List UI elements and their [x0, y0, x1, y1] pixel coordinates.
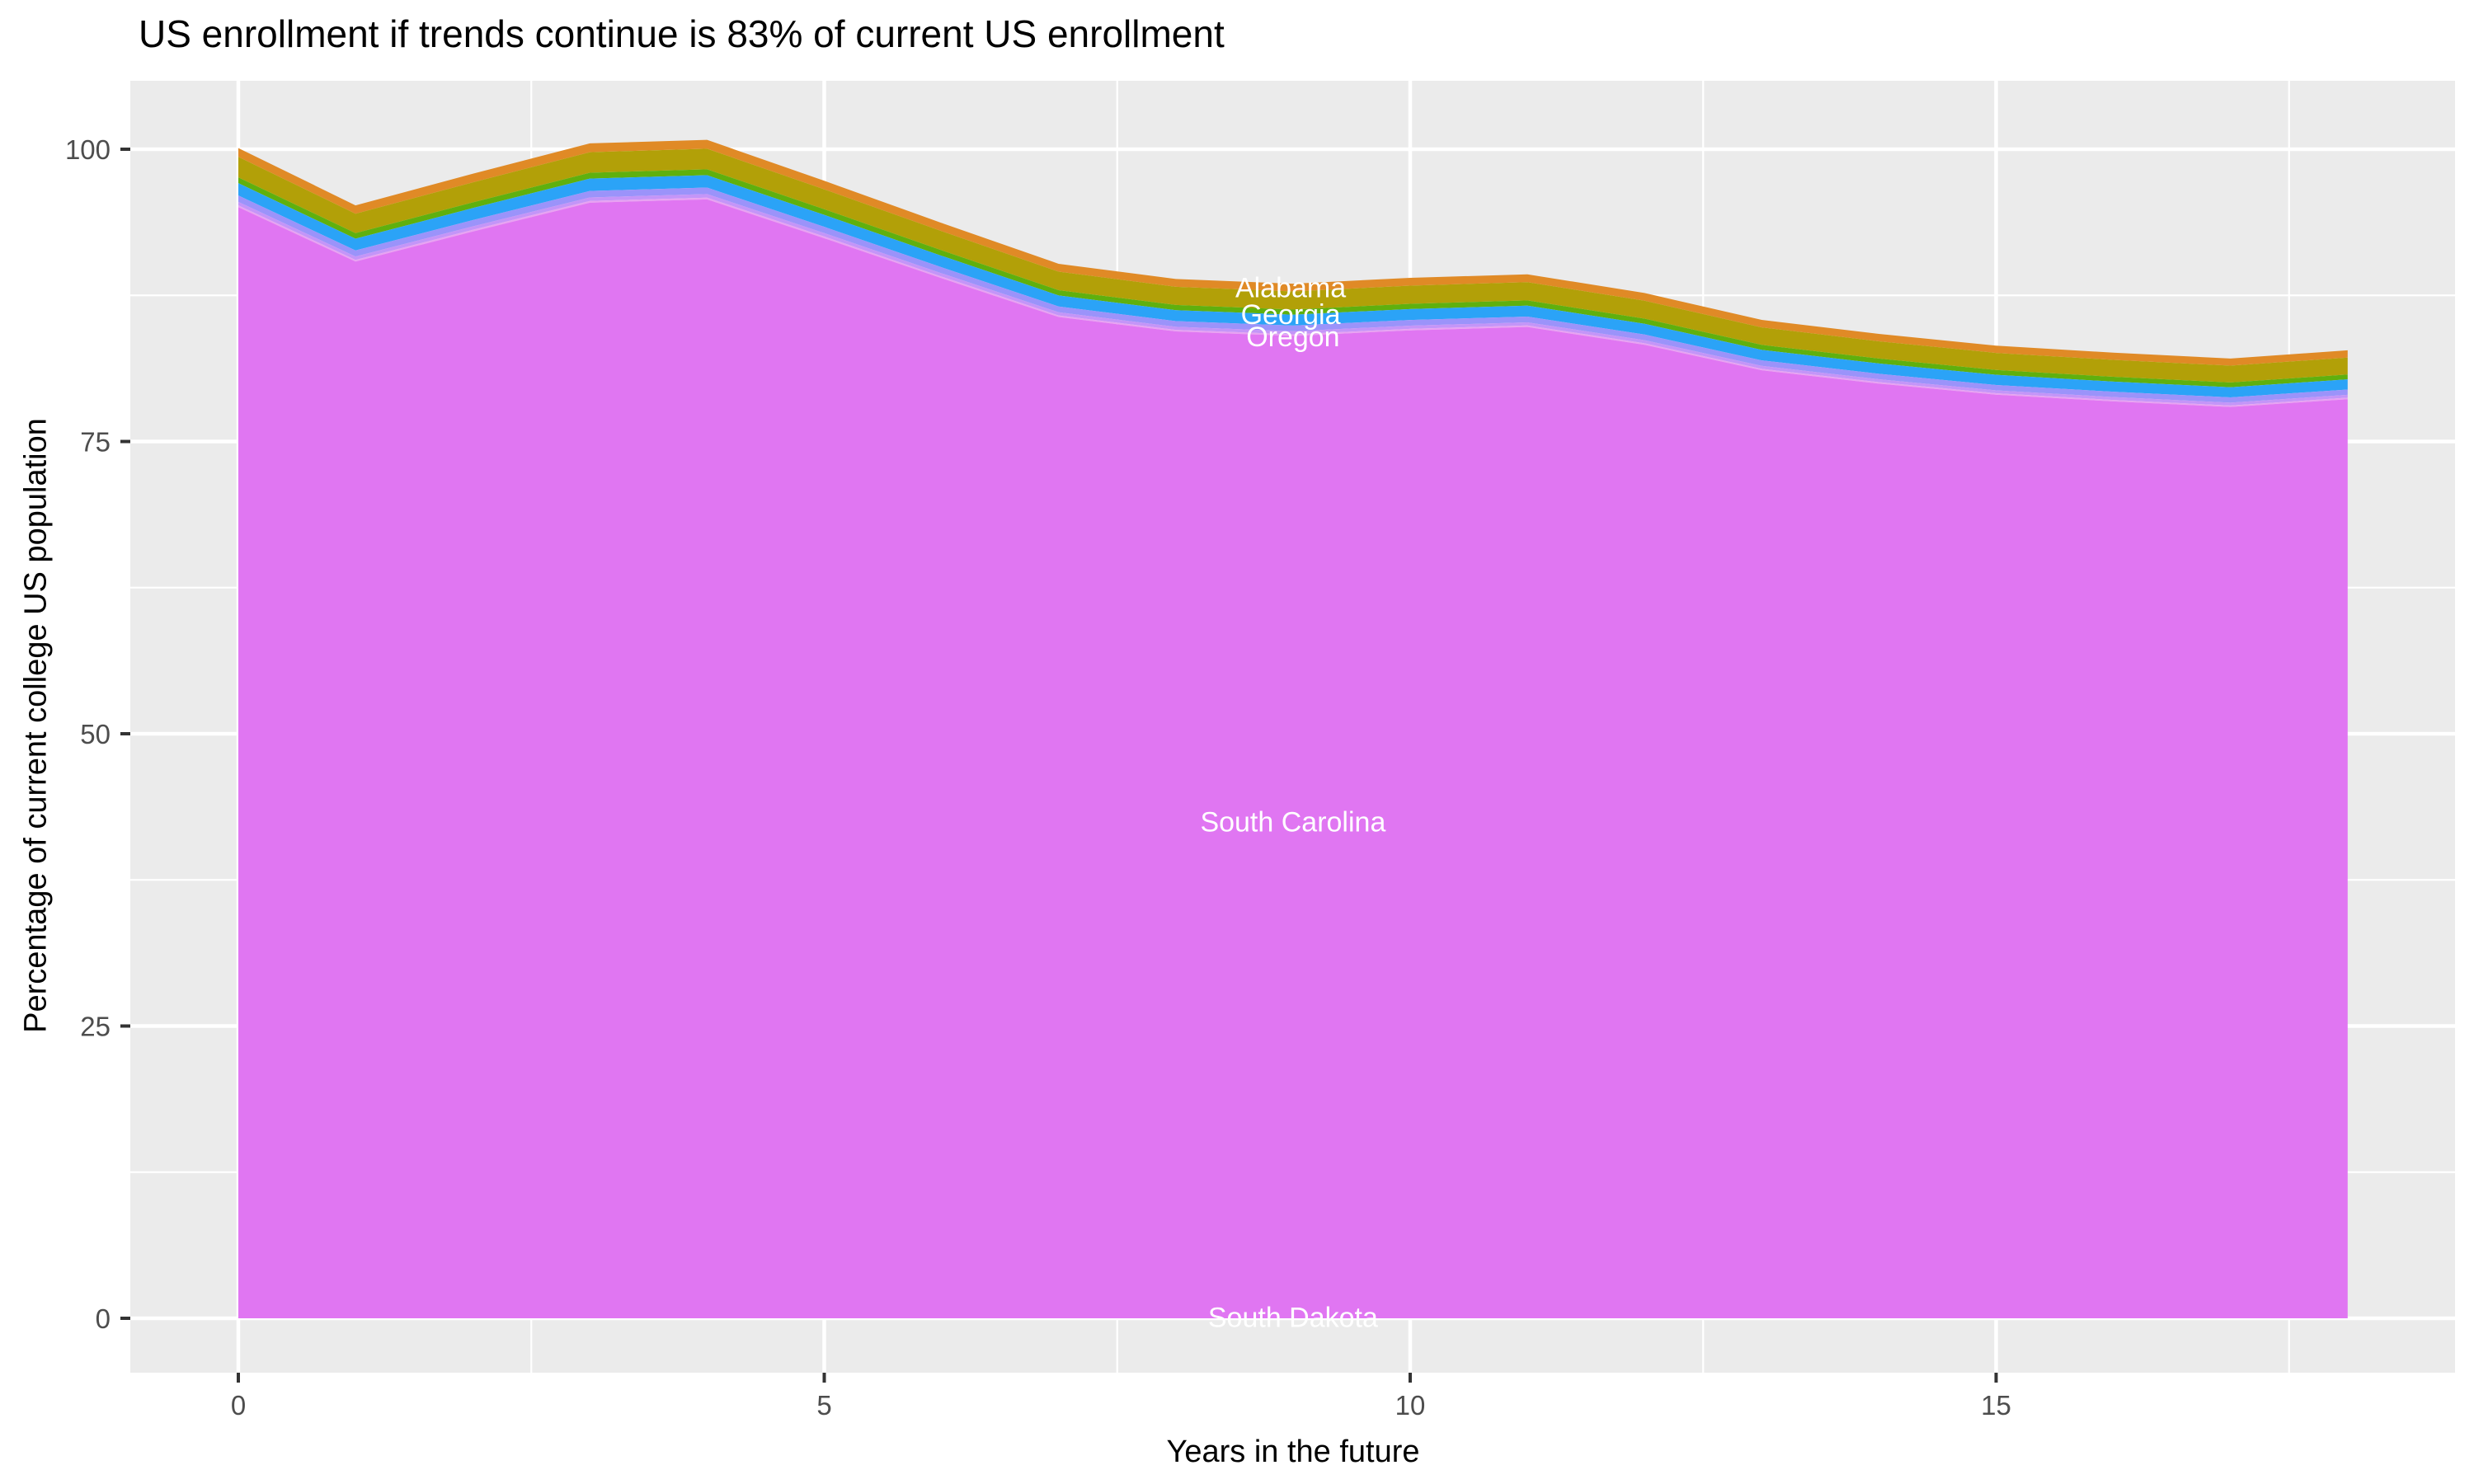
- y-axis-title: Percentage of current college US populat…: [18, 418, 54, 1033]
- x-axis-title: Years in the future: [1166, 1435, 1420, 1469]
- x-tick-label-0: 0: [231, 1390, 246, 1421]
- band-label-south-dakota: South Dakota: [1208, 1303, 1378, 1334]
- y-tick-label-0: 0: [96, 1303, 111, 1334]
- y-tick-label-50: 50: [80, 719, 111, 749]
- x-tick-label-10: 10: [1395, 1390, 1426, 1421]
- y-tick-label-75: 75: [80, 427, 111, 458]
- x-tick-label-5: 5: [816, 1390, 831, 1421]
- area-band-south-carolina: [238, 199, 2348, 1318]
- band-label-south-carolina: South Carolina: [1200, 806, 1385, 838]
- band-label-georgia: Georgia: [1241, 299, 1341, 331]
- y-tick-label-25: 25: [80, 1012, 111, 1042]
- band-label-oregon: Oregon: [1246, 322, 1339, 353]
- page-title: US enrollment if trends continue is 83% …: [139, 12, 1225, 55]
- band-label-alabama: Alabama: [1235, 272, 1346, 303]
- x-tick-label-15: 15: [1981, 1390, 2011, 1421]
- y-tick-label-100: 100: [65, 134, 111, 165]
